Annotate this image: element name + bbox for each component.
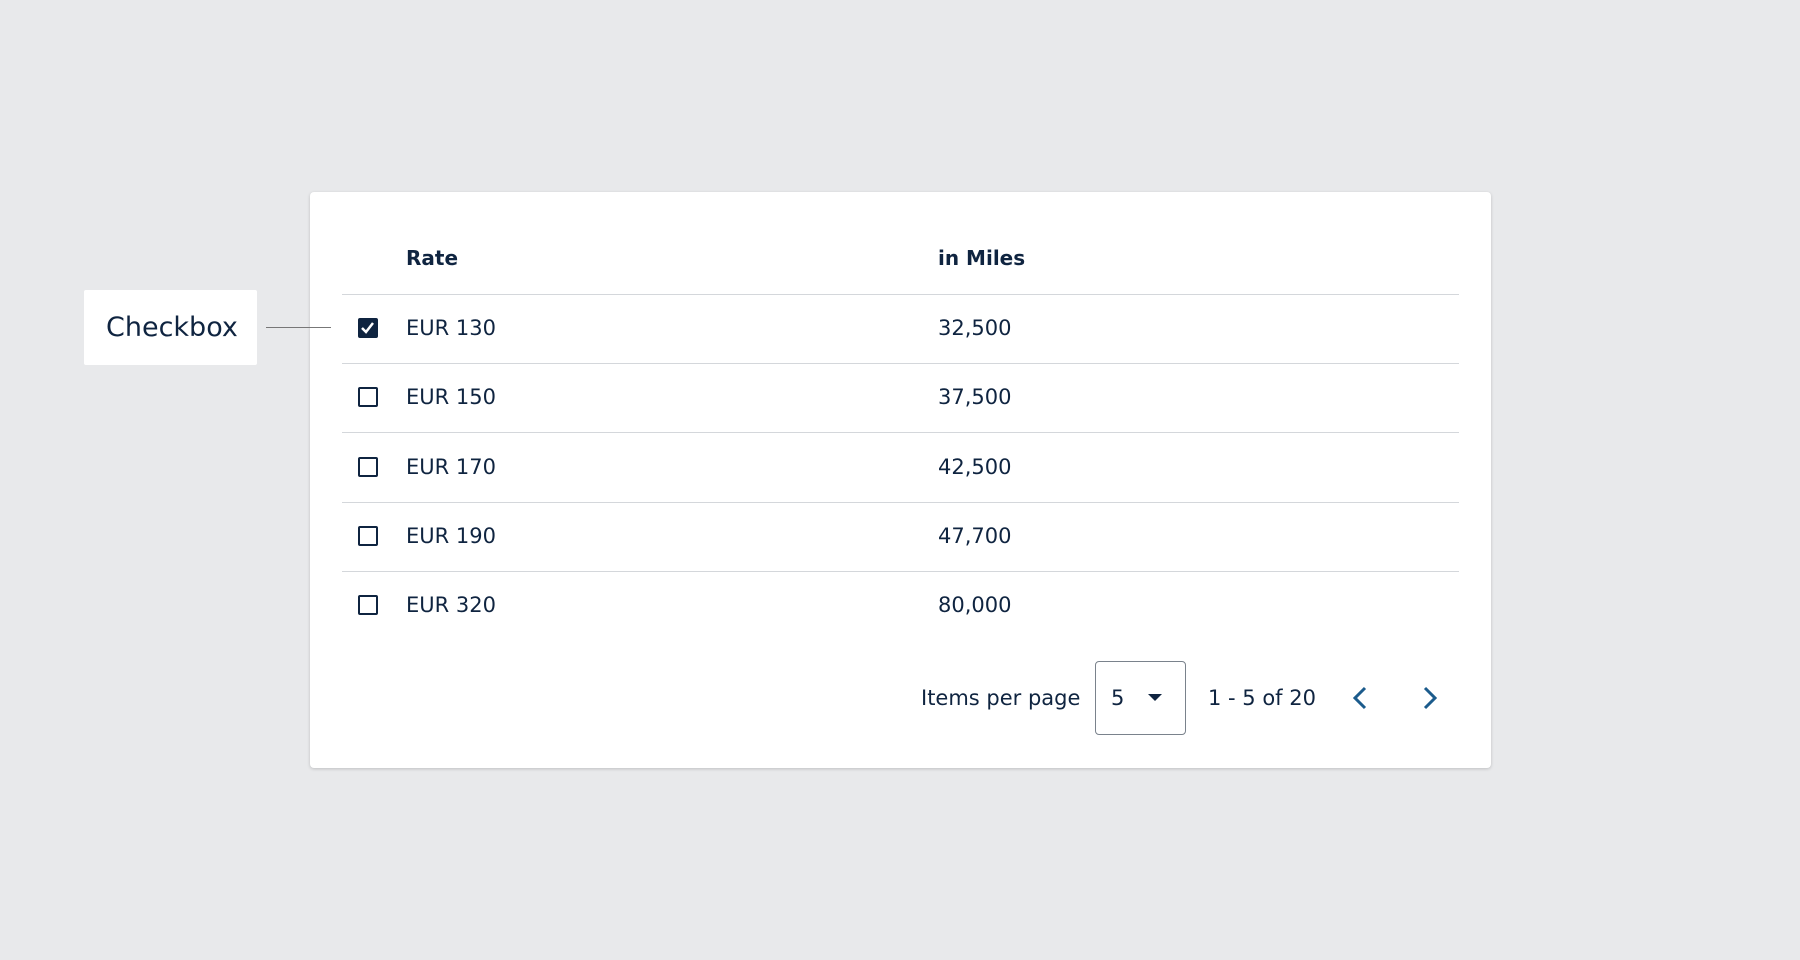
dropdown-arrow: [1148, 694, 1162, 701]
rate-cell: EUR 150: [406, 385, 496, 410]
miles-cell: 42,500: [938, 454, 1012, 479]
checkbox[interactable]: [358, 595, 378, 615]
column-header: Rate: [406, 246, 459, 270]
checkbox[interactable]: [358, 456, 378, 477]
row-divider: [342, 432, 1459, 434]
table-card: [310, 192, 1491, 768]
callout-box: [84, 290, 257, 365]
miles-cell: 37,500: [938, 385, 1012, 410]
page-size-value: 5: [1111, 686, 1125, 710]
page-range: 1 - 5 of 20: [1208, 686, 1316, 710]
check-mark: [361, 322, 374, 334]
row-divider: [342, 363, 1459, 364]
rate-cell: EUR 170: [406, 454, 496, 479]
miles-cell: 47,700: [938, 523, 1012, 548]
next-page-button[interactable]: [1416, 684, 1442, 712]
header-divider: [342, 294, 1459, 295]
row-divider: [342, 570, 1459, 572]
checkbox[interactable]: [358, 318, 378, 338]
miles-cell: 32,500: [938, 316, 1012, 340]
column-header: in Miles: [938, 246, 1026, 270]
checkbox[interactable]: [358, 387, 378, 408]
row-divider: [342, 501, 1459, 503]
callout-line: [266, 327, 331, 328]
rate-cell: EUR 320: [406, 593, 496, 617]
rate-cell: EUR 130: [406, 316, 496, 340]
rate-cell: EUR 190: [406, 523, 496, 548]
page-size-select[interactable]: 5: [1095, 661, 1186, 735]
callout-label: Checkbox: [106, 312, 238, 343]
miles-cell: 80,000: [938, 593, 1012, 617]
prev-page-button[interactable]: [1348, 684, 1374, 712]
items-per-page-label: Items per page: [921, 686, 1081, 710]
checkbox[interactable]: [358, 525, 378, 546]
